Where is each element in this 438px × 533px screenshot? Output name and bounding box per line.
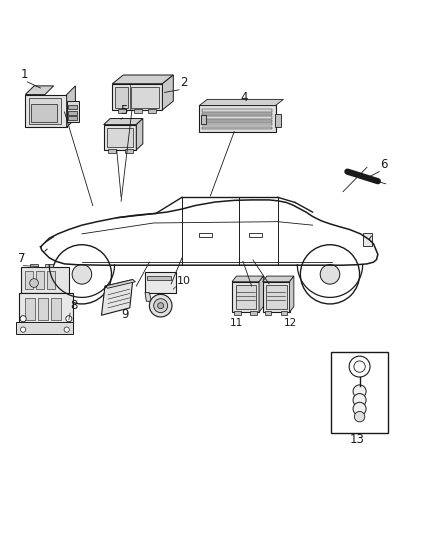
Polygon shape xyxy=(25,86,53,94)
Circle shape xyxy=(353,393,366,407)
Bar xyxy=(363,232,372,246)
Bar xyxy=(125,149,133,153)
Bar xyxy=(331,352,388,433)
Circle shape xyxy=(158,303,164,309)
Polygon shape xyxy=(67,86,75,127)
Bar xyxy=(68,116,77,120)
Bar xyxy=(51,298,61,320)
Bar xyxy=(202,123,272,125)
Text: 2: 2 xyxy=(180,76,187,89)
Text: 8: 8 xyxy=(70,299,78,312)
Bar xyxy=(31,104,57,122)
Circle shape xyxy=(30,279,39,287)
Text: 9: 9 xyxy=(121,308,129,321)
Text: 1: 1 xyxy=(21,68,28,80)
Bar xyxy=(25,94,67,127)
Bar xyxy=(25,298,35,320)
Circle shape xyxy=(320,264,340,284)
Bar xyxy=(118,109,126,113)
Bar xyxy=(104,125,136,150)
Bar xyxy=(232,282,259,312)
Polygon shape xyxy=(259,276,263,312)
Circle shape xyxy=(66,316,72,322)
Bar xyxy=(134,109,142,113)
Circle shape xyxy=(349,356,370,377)
Polygon shape xyxy=(102,279,133,315)
Bar xyxy=(68,111,77,115)
Bar xyxy=(68,105,77,109)
Bar xyxy=(262,282,290,312)
Circle shape xyxy=(353,402,366,415)
Text: 12: 12 xyxy=(283,318,297,328)
Bar xyxy=(202,109,272,111)
Bar xyxy=(281,311,287,315)
Circle shape xyxy=(72,264,92,284)
Bar xyxy=(202,113,272,115)
Bar xyxy=(236,285,256,309)
Polygon shape xyxy=(290,276,294,312)
Bar xyxy=(202,116,272,118)
Polygon shape xyxy=(232,276,263,282)
Bar xyxy=(266,285,287,309)
Bar xyxy=(265,311,271,315)
Bar xyxy=(147,276,171,280)
Bar xyxy=(36,271,44,289)
Bar xyxy=(19,294,73,323)
Text: 5: 5 xyxy=(120,104,127,117)
Text: 13: 13 xyxy=(350,433,364,446)
Circle shape xyxy=(21,327,26,332)
Bar xyxy=(250,233,261,237)
Circle shape xyxy=(354,361,365,372)
Bar xyxy=(202,127,272,129)
Polygon shape xyxy=(145,293,152,301)
Bar xyxy=(45,264,53,268)
Text: 10: 10 xyxy=(177,276,191,286)
Bar xyxy=(39,298,48,320)
Polygon shape xyxy=(199,99,283,106)
Bar xyxy=(148,109,156,113)
Text: 11: 11 xyxy=(230,318,243,328)
Polygon shape xyxy=(105,279,135,288)
Bar xyxy=(145,272,177,293)
Bar xyxy=(251,311,257,315)
Text: 7: 7 xyxy=(18,252,25,265)
Circle shape xyxy=(20,316,26,322)
Bar xyxy=(131,87,159,108)
Circle shape xyxy=(354,411,365,422)
Circle shape xyxy=(149,294,172,317)
Bar xyxy=(113,84,162,110)
Circle shape xyxy=(64,327,69,332)
Bar xyxy=(275,114,281,127)
Bar xyxy=(67,101,79,122)
Polygon shape xyxy=(113,75,173,84)
Bar xyxy=(108,149,116,153)
Bar xyxy=(199,233,212,237)
Text: 6: 6 xyxy=(380,158,388,171)
Circle shape xyxy=(353,385,366,398)
Bar xyxy=(201,115,206,124)
Polygon shape xyxy=(262,276,294,282)
Polygon shape xyxy=(16,322,73,334)
Bar xyxy=(115,87,127,108)
Bar xyxy=(47,271,55,289)
Bar xyxy=(107,128,133,147)
Polygon shape xyxy=(162,75,173,110)
Bar xyxy=(199,106,276,132)
Bar xyxy=(21,266,69,293)
Bar xyxy=(30,264,38,268)
Bar xyxy=(25,271,33,289)
Polygon shape xyxy=(136,118,143,150)
Circle shape xyxy=(154,298,168,313)
Polygon shape xyxy=(104,118,143,125)
Bar xyxy=(234,311,241,315)
Text: 4: 4 xyxy=(240,91,247,104)
Bar xyxy=(29,98,61,124)
Bar xyxy=(202,120,272,122)
